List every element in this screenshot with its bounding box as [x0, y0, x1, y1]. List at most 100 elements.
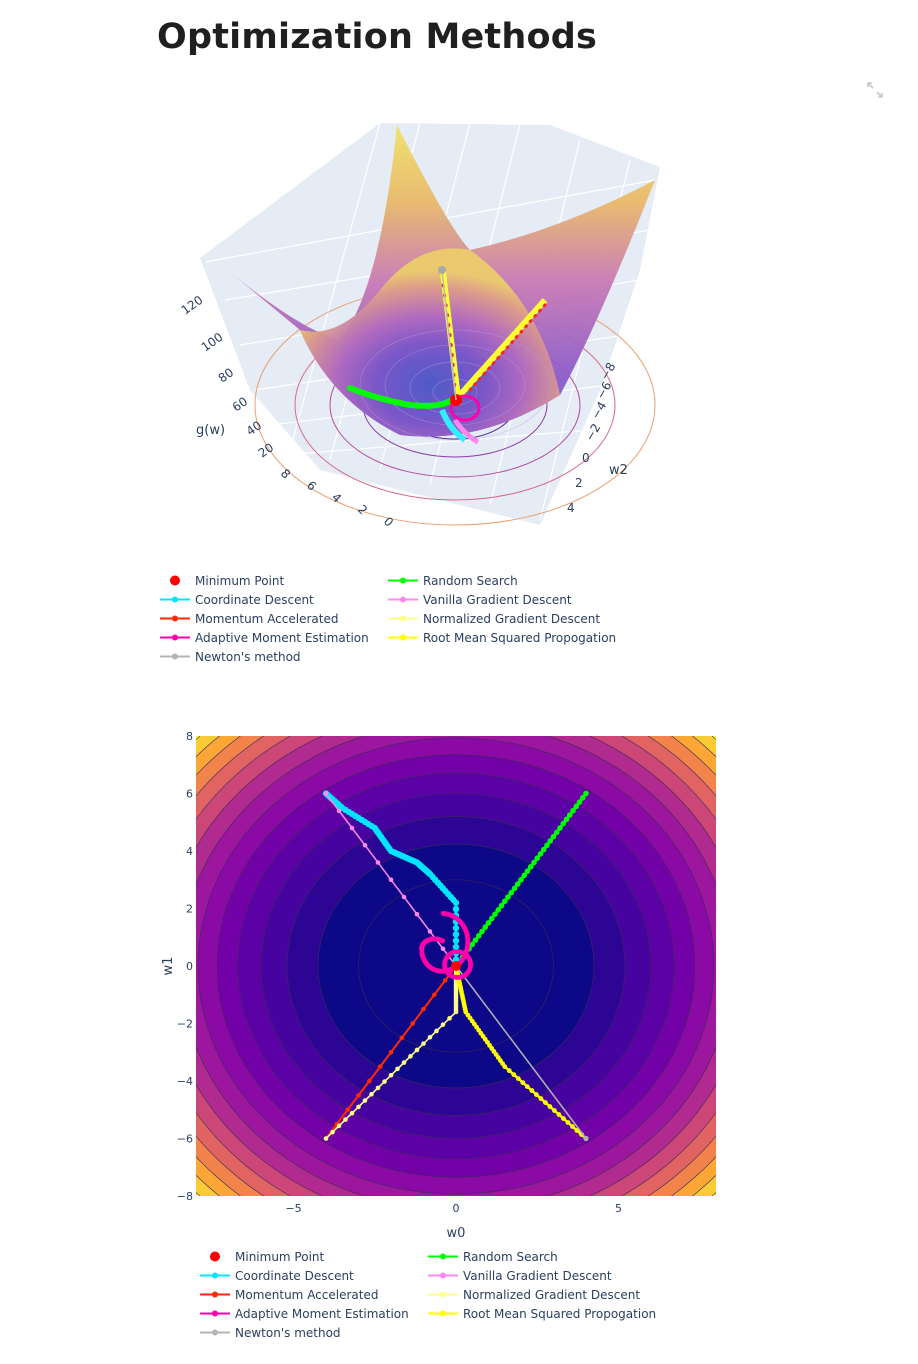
legend-item-newton[interactable]: Newton's method [200, 1323, 341, 1342]
legend-item-vanilla[interactable]: Vanilla Gradient Descent [428, 1266, 612, 1285]
trace-marker [488, 915, 495, 922]
trace-marker [421, 1041, 426, 1046]
contour-chart[interactable]: 8 6 4 2 0 −2 −4 −6 −8 −5 0 5 w0 w1 [0, 700, 918, 1260]
yaxis-tick: −2 [582, 421, 603, 443]
trace-marker [475, 933, 482, 939]
trace-marker [356, 1104, 361, 1110]
trace-adaptive-moment-estimation [419, 910, 474, 980]
legend-item-rand[interactable]: Random Search [428, 1247, 558, 1266]
trace-marker [573, 803, 580, 810]
xaxis-tick-label: 5 [615, 1202, 622, 1215]
trace-marker [472, 937, 479, 943]
trace-marker [452, 943, 460, 951]
surface-3d-chart[interactable]: 120 100 80 60 40 20 g(w) −8 −6 −4 −2 0 2… [0, 0, 918, 560]
page-title: Optimization Methods [157, 17, 598, 57]
legend-item-rms[interactable]: Root Mean Squared Propogation [428, 1304, 656, 1323]
trace-marker [442, 978, 448, 983]
xaxis-tick: 4 [329, 490, 344, 505]
yaxis-tick: 2 [575, 476, 583, 490]
trace-marker [561, 1116, 566, 1121]
trace-marker [452, 899, 460, 906]
minimum-point-marker [451, 961, 461, 971]
yaxis-tick-label: −6 [177, 1133, 193, 1146]
trace-marker [527, 864, 534, 870]
trace-marker [427, 1035, 433, 1040]
trace-marker [369, 1091, 374, 1097]
legend-item-newton[interactable]: Newton's method [160, 647, 301, 666]
trace-marker [356, 1093, 361, 1098]
yaxis-tick-label: 2 [186, 903, 193, 916]
trace-marker [557, 825, 563, 831]
trace-marker [434, 1028, 439, 1034]
legend-symbol-icon [388, 628, 418, 647]
legend-item-adam[interactable]: Adaptive Moment Estimation [200, 1304, 409, 1323]
legend-item-norm[interactable]: Normalized Gradient Descent [428, 1285, 640, 1304]
trace3d-rmsprop-b [457, 297, 548, 397]
legend-item-mom[interactable]: Momentum Accelerated [200, 1285, 378, 1304]
yaxis-tick-label: 0 [186, 960, 193, 973]
trace-marker [395, 1066, 400, 1072]
legend-item-rms[interactable]: Root Mean Squared Propogation [388, 628, 616, 647]
trace-marker [362, 1098, 368, 1103]
trace-marker [399, 1035, 405, 1041]
legend-label: Minimum Point [235, 1249, 325, 1264]
trace-marker [452, 931, 460, 938]
trace-marker [323, 1136, 329, 1141]
yaxis-tick-label: 8 [186, 730, 193, 743]
contour-traces [322, 790, 589, 1142]
legend-label: Normalized Gradient Descent [463, 1287, 641, 1302]
trace-marker [336, 808, 342, 814]
trace-marker [514, 881, 521, 887]
legend-item-rand[interactable]: Random Search [388, 571, 518, 590]
trace-marker [505, 894, 511, 900]
trace-marker [544, 842, 550, 849]
legend-item-vanilla[interactable]: Vanilla Gradient Descent [388, 590, 572, 609]
trace-marker [479, 928, 485, 935]
trace-marker [531, 859, 537, 866]
legend-label: Newton's method [195, 649, 301, 664]
trace-marker [501, 898, 508, 905]
trace-marker [547, 838, 554, 844]
trace-marker [563, 816, 570, 823]
legend-item-mom[interactable]: Momentum Accelerated [160, 609, 338, 628]
legend-item-min[interactable]: Minimum Point [160, 571, 284, 590]
legend-symbol-icon [388, 590, 418, 609]
zaxis-tick: 20 [256, 440, 277, 460]
legend-item-adam[interactable]: Adaptive Moment Estimation [160, 628, 369, 647]
yaxis-title: w1 [161, 957, 176, 976]
trace-marker [565, 1120, 571, 1125]
xaxis-tick: 8 [278, 466, 293, 481]
legend-item-coord[interactable]: Coordinate Descent [200, 1266, 354, 1285]
trace-marker [498, 902, 505, 909]
trace-marker [349, 825, 355, 831]
legend-symbol-icon [200, 1304, 230, 1323]
trace-marker [506, 1068, 512, 1074]
legend-label: Coordinate Descent [195, 592, 314, 607]
legend-label: Adaptive Moment Estimation [235, 1306, 409, 1321]
legend-symbol-icon [160, 571, 190, 590]
yaxis-title: w2 [609, 463, 628, 478]
legend-label: Minimum Point [195, 573, 285, 588]
trace-marker [511, 1072, 517, 1078]
trace-marker [552, 1108, 557, 1113]
legend-label: Vanilla Gradient Descent [423, 592, 572, 607]
legend-item-norm[interactable]: Normalized Gradient Descent [388, 609, 600, 628]
expand-arrows-icon[interactable] [865, 80, 885, 100]
trace-marker [439, 938, 445, 944]
trace-marker [343, 1117, 348, 1122]
legend-symbol-icon [160, 647, 190, 666]
legend-symbol-icon [388, 609, 418, 628]
trace-marker [345, 1107, 350, 1113]
legend-symbol-icon [200, 1323, 230, 1342]
legend-symbol-icon [428, 1266, 458, 1285]
trace-marker [570, 1124, 575, 1129]
trace-marker [330, 1129, 335, 1135]
trace3d-vanilla [452, 418, 480, 445]
trace-marker [492, 911, 498, 918]
legend-item-min[interactable]: Minimum Point [200, 1247, 324, 1266]
legend-symbol-icon [160, 590, 190, 609]
legend-label: Random Search [463, 1249, 558, 1264]
legend-item-coord[interactable]: Coordinate Descent [160, 590, 314, 609]
trace3d-adam [449, 394, 481, 422]
trace-marker [440, 1022, 446, 1027]
